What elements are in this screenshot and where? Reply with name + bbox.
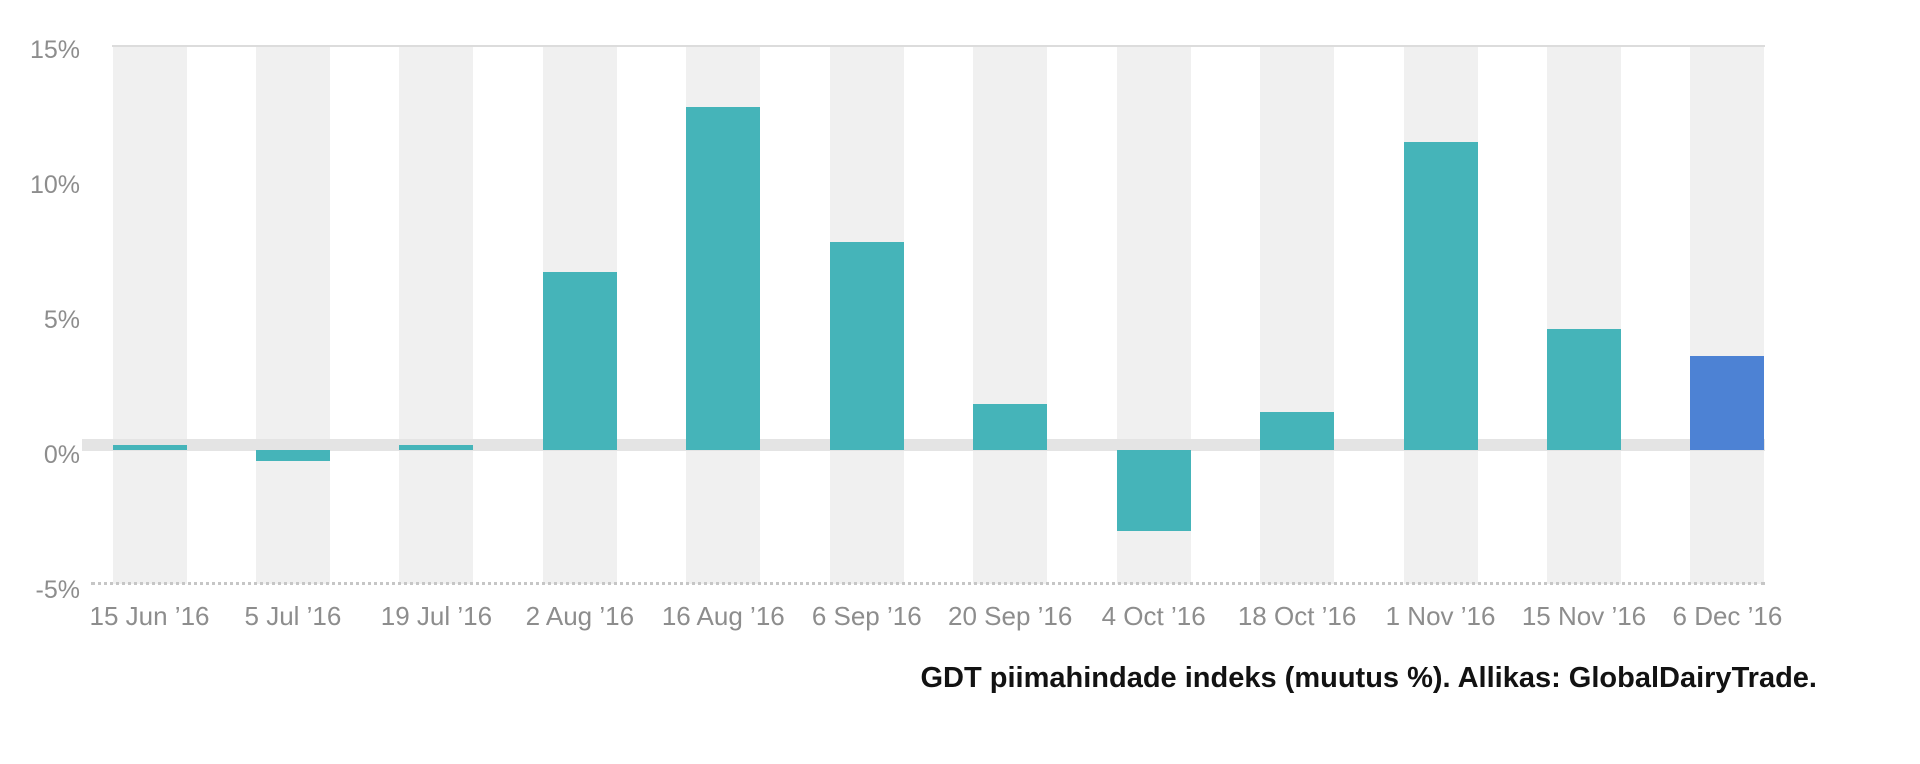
x-tick-label: 18 Oct ’16 bbox=[1237, 601, 1357, 631]
chart-caption: GDT piimahindade indeks (muutus %). Alli… bbox=[920, 662, 1818, 694]
x-tick-label: 19 Jul ’16 bbox=[380, 601, 493, 631]
column-band bbox=[399, 47, 474, 584]
column-band bbox=[973, 47, 1048, 584]
bar-18-oct-16 bbox=[1260, 412, 1335, 450]
zero-baseline bbox=[82, 439, 1765, 451]
x-tick-label: 15 Nov ’16 bbox=[1521, 601, 1647, 631]
bar-19-jul-16 bbox=[399, 444, 474, 450]
x-tick-label: 16 Aug ’16 bbox=[661, 601, 785, 631]
x-tick-label: 6 Sep ’16 bbox=[811, 601, 922, 631]
x-axis-line bbox=[91, 582, 1765, 585]
x-tick-label: 20 Sep ’16 bbox=[948, 601, 1073, 631]
y-tick-label: -5% bbox=[35, 576, 80, 604]
column-band bbox=[255, 47, 330, 584]
x-tick-label: 5 Jul ’16 bbox=[244, 601, 342, 631]
y-tick-label: 0% bbox=[43, 441, 80, 469]
x-tick-label: 2 Aug ’16 bbox=[525, 601, 635, 631]
y-tick-label: 10% bbox=[29, 171, 80, 199]
column-band bbox=[112, 47, 187, 584]
bar-15-nov-16 bbox=[1547, 328, 1621, 450]
y-tick-label: 15% bbox=[29, 36, 80, 64]
bar-15-jun-16 bbox=[112, 444, 187, 450]
column-band bbox=[1547, 47, 1621, 584]
x-tick-label: 6 Dec ’16 bbox=[1672, 601, 1783, 631]
bar-1-nov-16 bbox=[1403, 142, 1478, 450]
bar-6-dec-16 bbox=[1690, 355, 1765, 450]
bar-4-oct-16 bbox=[1116, 450, 1191, 531]
column-band bbox=[1260, 47, 1335, 584]
x-tick-label: 4 Oct ’16 bbox=[1101, 601, 1206, 631]
x-tick-label: 15 Jun ’16 bbox=[89, 601, 210, 631]
top-gridline bbox=[112, 45, 1765, 47]
bar-6-sep-16 bbox=[829, 242, 904, 450]
y-tick-label: 5% bbox=[43, 306, 80, 334]
bar-5-jul-16 bbox=[255, 450, 330, 461]
plot-area: 15 Jun ’16 5 Jul ’16 19 Jul ’16 2 Aug ’16 16… bbox=[82, 45, 1782, 631]
x-tick-label: 1 Nov ’16 bbox=[1385, 601, 1496, 631]
column-band bbox=[1690, 47, 1765, 584]
bar-20-sep-16 bbox=[973, 404, 1048, 450]
bar-2-aug-16 bbox=[542, 271, 617, 450]
bar-16-aug-16 bbox=[686, 107, 761, 450]
